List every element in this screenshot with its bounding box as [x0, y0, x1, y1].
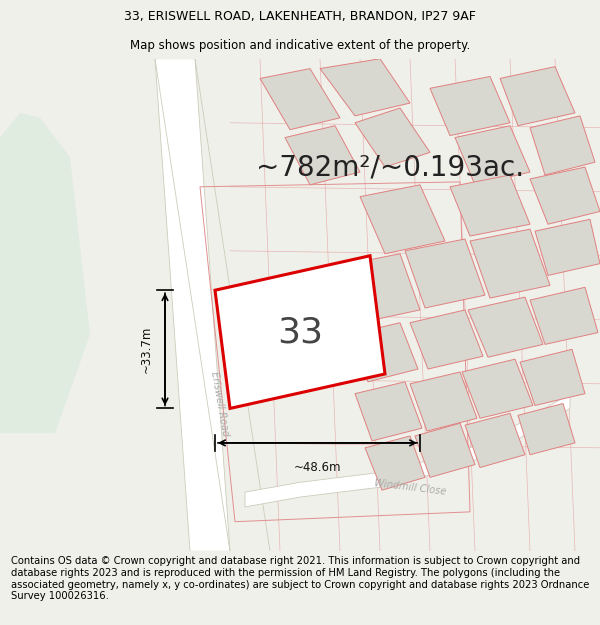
- Text: ~48.6m: ~48.6m: [294, 461, 341, 474]
- Polygon shape: [285, 126, 360, 185]
- Polygon shape: [365, 436, 425, 490]
- Polygon shape: [340, 254, 420, 322]
- Text: ~782m²/~0.193ac.: ~782m²/~0.193ac.: [256, 153, 524, 181]
- Text: 33, ERISWELL ROAD, LAKENHEATH, BRANDON, IP27 9AF: 33, ERISWELL ROAD, LAKENHEATH, BRANDON, …: [124, 10, 476, 23]
- Polygon shape: [245, 394, 570, 507]
- Polygon shape: [520, 349, 585, 406]
- Polygon shape: [355, 108, 430, 167]
- Polygon shape: [465, 413, 525, 468]
- Polygon shape: [415, 423, 475, 478]
- Polygon shape: [320, 59, 410, 116]
- Text: Eriswell Road: Eriswell Road: [209, 371, 230, 437]
- Polygon shape: [360, 185, 445, 254]
- Polygon shape: [468, 297, 543, 358]
- Polygon shape: [410, 310, 483, 369]
- Polygon shape: [535, 219, 600, 276]
- Polygon shape: [350, 322, 418, 382]
- Polygon shape: [215, 256, 385, 408]
- Polygon shape: [260, 69, 340, 129]
- Text: ~33.7m: ~33.7m: [140, 326, 153, 373]
- Polygon shape: [462, 359, 533, 418]
- Text: Contains OS data © Crown copyright and database right 2021. This information is : Contains OS data © Crown copyright and d…: [11, 556, 589, 601]
- Polygon shape: [500, 67, 575, 126]
- Polygon shape: [450, 175, 530, 236]
- Polygon shape: [155, 59, 230, 551]
- Polygon shape: [530, 116, 595, 175]
- Polygon shape: [518, 404, 575, 455]
- Polygon shape: [470, 229, 550, 298]
- Polygon shape: [405, 239, 485, 308]
- Polygon shape: [355, 382, 422, 441]
- Polygon shape: [0, 113, 90, 433]
- Text: Map shows position and indicative extent of the property.: Map shows position and indicative extent…: [130, 39, 470, 52]
- Text: 33: 33: [277, 315, 323, 349]
- Text: Windmill Close: Windmill Close: [374, 478, 446, 497]
- Polygon shape: [455, 126, 530, 185]
- Polygon shape: [410, 372, 477, 431]
- Polygon shape: [530, 288, 598, 344]
- Polygon shape: [430, 76, 510, 136]
- Polygon shape: [530, 167, 600, 224]
